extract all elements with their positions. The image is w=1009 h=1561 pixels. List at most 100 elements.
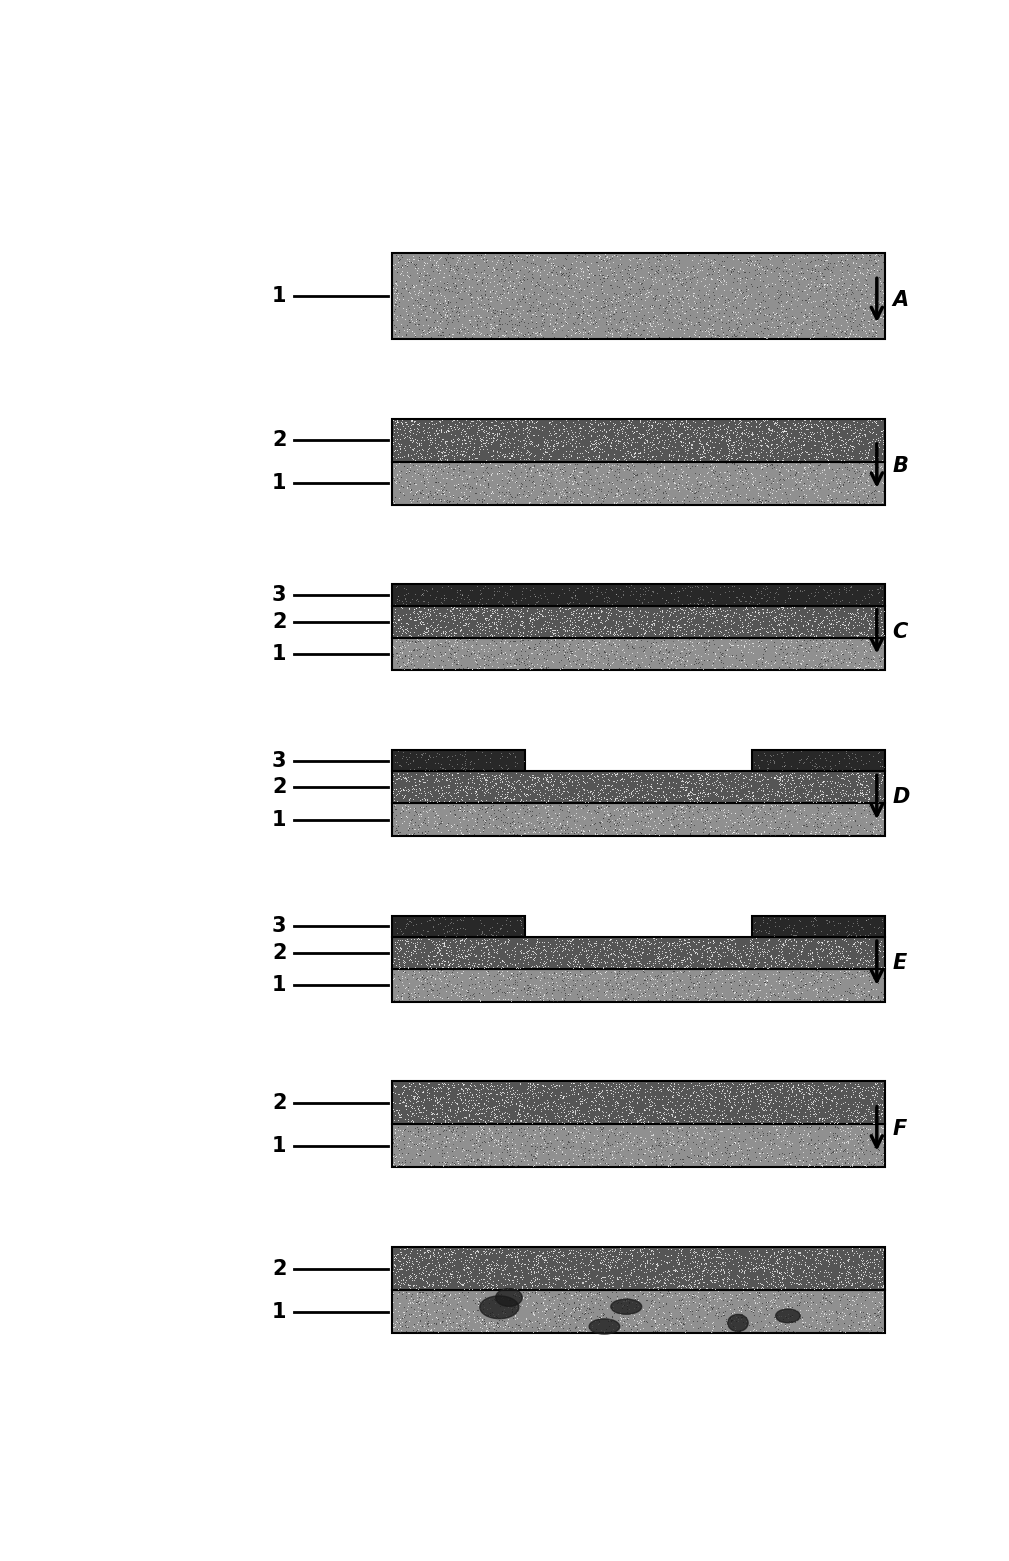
Point: [614, 1250, 631, 1275]
Point: [569, 1319, 585, 1344]
Point: [845, 807, 861, 832]
Point: [821, 429, 837, 454]
Point: [698, 982, 714, 1007]
Point: [758, 1097, 774, 1122]
Point: [805, 309, 821, 334]
Point: [487, 771, 503, 796]
Point: [590, 968, 606, 993]
Point: [634, 982, 650, 1007]
Point: [395, 1305, 411, 1330]
Point: [644, 432, 660, 457]
Point: [516, 948, 532, 973]
Point: [475, 415, 491, 440]
Point: [816, 1280, 832, 1305]
Point: [449, 816, 465, 841]
Point: [699, 1105, 715, 1130]
Point: [633, 487, 649, 512]
Point: [778, 949, 794, 974]
Point: [396, 315, 412, 340]
Point: [707, 1129, 723, 1154]
Point: [449, 784, 465, 809]
Point: [645, 1250, 661, 1275]
Point: [713, 423, 730, 448]
Point: [435, 481, 451, 506]
Point: [871, 740, 887, 765]
Point: [802, 749, 818, 774]
Point: [428, 1077, 444, 1102]
Point: [478, 448, 494, 473]
Point: [764, 431, 780, 456]
Point: [725, 303, 742, 328]
Point: [465, 982, 481, 1007]
Point: [658, 1083, 674, 1108]
Point: [573, 256, 589, 281]
Point: [844, 649, 860, 674]
Point: [822, 1264, 838, 1289]
Point: [498, 810, 515, 835]
Point: [674, 1272, 690, 1297]
Point: [433, 631, 449, 656]
Point: [443, 940, 459, 965]
Point: [748, 295, 764, 320]
Point: [503, 259, 520, 284]
Point: [488, 1289, 504, 1314]
Point: [537, 937, 553, 962]
Point: [529, 253, 545, 278]
Point: [539, 766, 555, 791]
Point: [758, 325, 774, 350]
Point: [744, 610, 760, 635]
Point: [535, 782, 551, 807]
Point: [871, 932, 887, 957]
Point: [839, 612, 856, 637]
Point: [499, 471, 516, 496]
Point: [624, 635, 640, 660]
Point: [771, 1246, 787, 1271]
Point: [831, 1286, 848, 1311]
Point: [675, 774, 691, 799]
Point: [530, 607, 546, 632]
Point: [587, 1308, 603, 1333]
Point: [681, 323, 697, 348]
Point: [665, 1146, 681, 1171]
Point: [861, 248, 877, 273]
Point: [530, 1247, 546, 1272]
Point: [586, 952, 602, 977]
Point: [403, 1253, 419, 1278]
Point: [870, 657, 886, 682]
Point: [784, 489, 800, 514]
Point: [647, 320, 663, 345]
Point: [866, 256, 882, 281]
Point: [415, 293, 431, 318]
Point: [647, 930, 663, 955]
Point: [538, 1124, 554, 1149]
Point: [608, 1266, 625, 1291]
Point: [730, 779, 746, 804]
Point: [739, 273, 755, 298]
Point: [402, 487, 418, 512]
Point: [658, 1107, 674, 1132]
Point: [533, 1289, 549, 1314]
Point: [626, 1313, 642, 1338]
Point: [676, 654, 692, 679]
Point: [734, 952, 750, 977]
Point: [422, 613, 438, 638]
Point: [396, 1118, 412, 1143]
Point: [649, 1099, 665, 1124]
Point: [398, 974, 414, 999]
Point: [818, 289, 834, 314]
Point: [603, 303, 620, 328]
Point: [485, 609, 501, 634]
Point: [674, 411, 690, 436]
Point: [643, 612, 659, 637]
Point: [471, 656, 487, 681]
Point: [830, 1303, 847, 1328]
Point: [431, 1236, 447, 1261]
Point: [730, 1305, 746, 1330]
Point: [444, 417, 460, 442]
Point: [462, 935, 478, 960]
Point: [544, 634, 560, 659]
Point: [409, 1101, 425, 1125]
Point: [440, 935, 456, 960]
Point: [447, 615, 463, 640]
Point: [562, 1319, 578, 1344]
